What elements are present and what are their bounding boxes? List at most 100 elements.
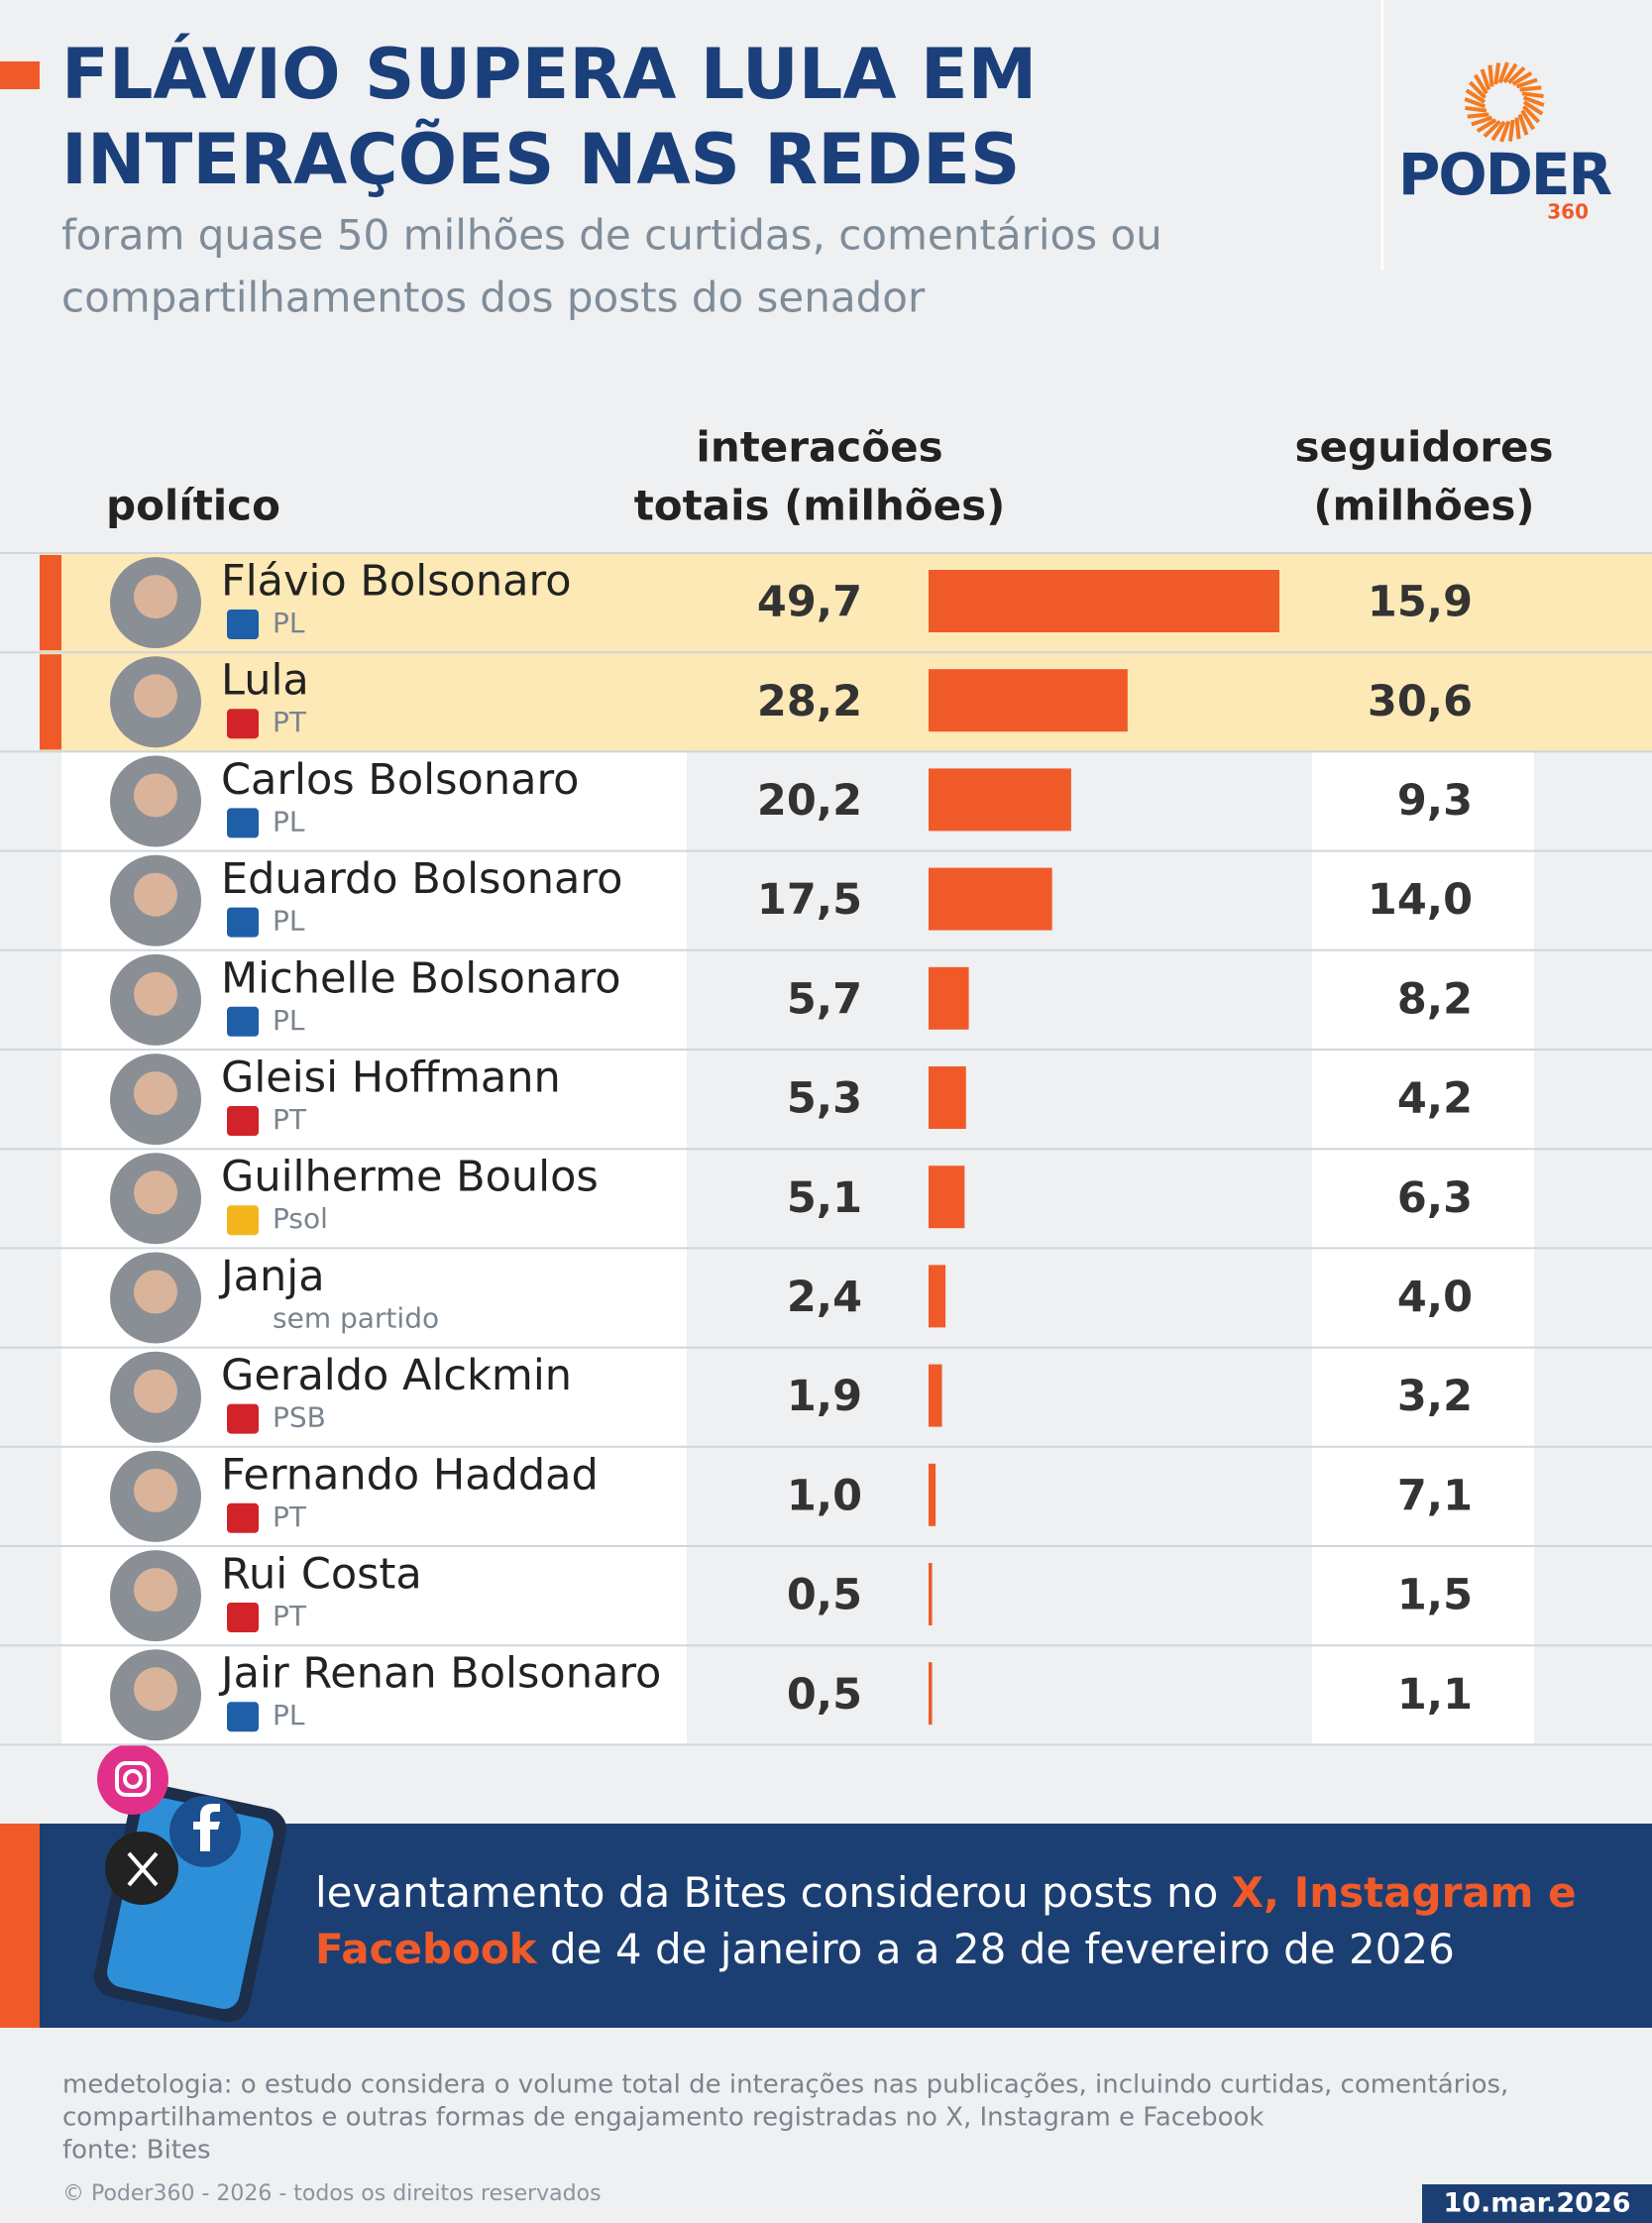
row-accent xyxy=(40,555,61,651)
logo-ray xyxy=(1519,85,1542,92)
logo-ray xyxy=(1514,117,1521,140)
row-panel xyxy=(1312,949,1534,1050)
photo-face xyxy=(134,1270,177,1314)
row-panel xyxy=(1312,1248,1534,1348)
party-icon xyxy=(227,1702,259,1732)
party-icon xyxy=(227,1106,259,1136)
photo-face xyxy=(134,674,177,719)
photo-face xyxy=(134,971,177,1016)
politician-name: Jair Renan Bolsonaro xyxy=(218,1649,661,1699)
row-accent xyxy=(40,654,61,750)
value-label: 5,3 xyxy=(787,1074,862,1124)
politician-name: Eduardo Bolsonaro xyxy=(221,854,622,904)
row-panel xyxy=(1312,1446,1534,1546)
row-panel xyxy=(1312,1149,1534,1249)
bar xyxy=(929,966,969,1030)
row-panel xyxy=(1312,751,1534,851)
logo-ray xyxy=(1511,70,1533,86)
logo-ray xyxy=(1517,113,1529,136)
party-icon xyxy=(227,1205,259,1236)
row-panel xyxy=(1312,1546,1534,1646)
logo-ray xyxy=(1476,118,1497,134)
photo-face xyxy=(134,1468,177,1512)
row-highlight xyxy=(40,652,1652,752)
subtitle: foram quase 50 milhões de curtidas, come… xyxy=(61,211,1162,260)
column-header: político xyxy=(106,482,280,530)
banner-text-part: levantamento da Bites considerou posts n… xyxy=(315,1868,1232,1917)
logo-ray xyxy=(1493,62,1501,85)
party-icon xyxy=(227,1603,259,1632)
photo-face xyxy=(134,1369,177,1413)
party: PL xyxy=(273,905,305,938)
logo-ray xyxy=(1468,80,1487,99)
value-label: 28,2 xyxy=(757,677,862,726)
photo-face xyxy=(134,575,177,619)
party: PT xyxy=(273,1501,307,1533)
party-icon xyxy=(227,709,259,739)
logo-ray xyxy=(1521,91,1544,99)
photo-face xyxy=(134,1170,177,1215)
value-label: 20,2 xyxy=(757,776,862,826)
row-panel xyxy=(1312,850,1534,950)
bar xyxy=(929,1364,942,1427)
logo-ray xyxy=(1502,62,1518,84)
politician-name: Lula xyxy=(221,656,309,706)
banner-text: Facebook de 4 de janeiro a a 28 de fever… xyxy=(315,1925,1455,1973)
party-icon xyxy=(227,907,259,938)
value-label: 49,7 xyxy=(757,578,862,627)
logo-ray xyxy=(1497,61,1509,84)
date-box xyxy=(1422,2184,1652,2223)
followers: 15,9 xyxy=(1368,578,1473,627)
value-label: 2,4 xyxy=(787,1273,862,1322)
politician-name: Carlos Bolsonaro xyxy=(221,755,580,805)
logo-ray xyxy=(1464,97,1487,109)
bar xyxy=(929,1265,946,1328)
party-icon xyxy=(227,610,259,639)
logo-ray xyxy=(1507,119,1515,142)
logo-ray xyxy=(1522,105,1541,124)
value-label: 0,5 xyxy=(787,1670,862,1720)
photo-face xyxy=(134,1568,177,1612)
note: fonte: Bites xyxy=(62,2136,211,2166)
banner-text: levantamento da Bites considerou posts n… xyxy=(315,1868,1577,1917)
logo-ray xyxy=(1520,109,1536,131)
note: compartilhamentos e outras formas de eng… xyxy=(62,2103,1264,2133)
followers: 4,0 xyxy=(1397,1273,1473,1322)
date: 10.mar.2026 xyxy=(1443,2188,1630,2219)
logo: PODER 360 xyxy=(1398,61,1613,224)
photo-face xyxy=(134,872,177,917)
value-label: 17,5 xyxy=(757,875,862,925)
logo-name: PODER xyxy=(1398,141,1612,208)
banner-accent xyxy=(0,1824,40,2028)
bar xyxy=(929,1662,933,1725)
value-label: 5,7 xyxy=(787,974,862,1024)
row-highlight xyxy=(40,553,1652,653)
party-icon xyxy=(227,1502,259,1533)
photo-face xyxy=(134,1667,177,1712)
bar xyxy=(929,1066,966,1129)
politician-name: Flávio Bolsonaro xyxy=(221,557,572,607)
logo-sun xyxy=(1464,61,1545,143)
row-panel xyxy=(1312,1645,1534,1745)
followers: 3,2 xyxy=(1397,1372,1473,1421)
photo-face xyxy=(134,1071,177,1116)
title-accent xyxy=(0,61,40,89)
followers: 8,2 xyxy=(1397,974,1473,1024)
bar xyxy=(929,1563,933,1625)
followers: 1,1 xyxy=(1397,1670,1473,1720)
note: medetologia: o estudo considera o volume… xyxy=(62,2070,1508,2100)
photo-face xyxy=(134,773,177,818)
column-header: interacões xyxy=(696,423,942,472)
row-panel xyxy=(1312,1050,1534,1150)
logo-ray xyxy=(1471,115,1493,127)
party: PT xyxy=(273,1600,307,1632)
logo-number: 360 xyxy=(1547,200,1589,224)
politician-name: Fernando Haddad xyxy=(221,1450,599,1500)
subtitle: compartilhamentos dos posts do senador xyxy=(61,274,926,322)
bar xyxy=(929,669,1128,732)
party: PT xyxy=(273,706,307,738)
column-header: totais (milhões) xyxy=(634,482,1006,530)
politician-name: Michelle Bolsonaro xyxy=(221,953,621,1003)
logo-ray xyxy=(1522,100,1544,116)
followers: 6,3 xyxy=(1397,1173,1473,1223)
